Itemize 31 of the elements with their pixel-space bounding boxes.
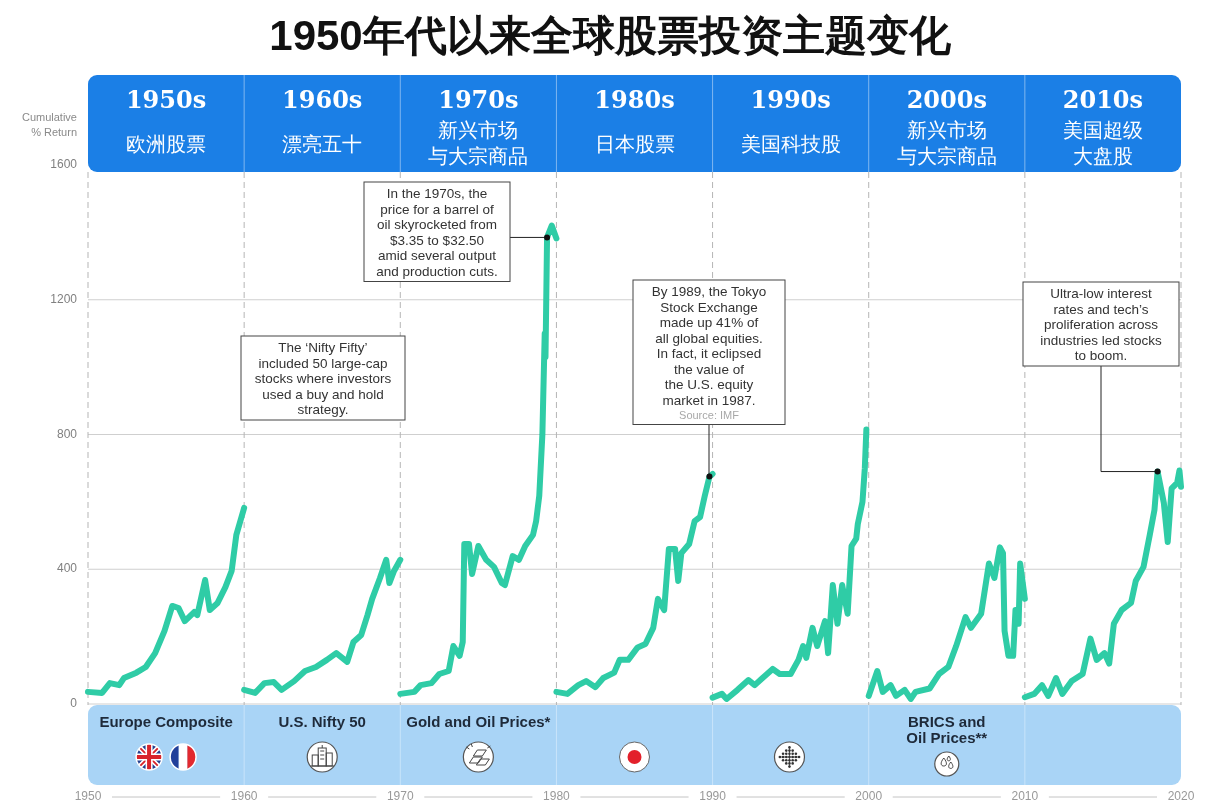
x-tick-label: 2010	[1011, 789, 1039, 803]
annotation: 2000s 新兴市场与大宗商品	[896, 85, 997, 167]
annotation: The ‘Nifty Fifty’ included 50 large-cap stocks where investors used a buy and hold strategy.	[254, 340, 392, 417]
annotation: 1970s 新兴市场与大宗商品	[428, 85, 529, 167]
y-tick-label: 800	[56, 426, 78, 441]
y-tick-label: 1600	[50, 157, 78, 172]
series-label: U.S. Nifty 50	[278, 713, 366, 730]
x-tick-label: 1970	[386, 789, 414, 803]
x-tick-label: 1950	[74, 789, 102, 803]
series-label: Gold and Oil Prices*	[406, 713, 551, 730]
annotation: Ultra-low interest rates and tech’s proliferation across industries led stocks to boom.	[1040, 286, 1163, 363]
y-tick-label: 400	[56, 561, 78, 576]
annotation: By 1989, the Tokyo Stock Exchange made up 41% of all global equities. In fact, it eclipsed the value of the U.S. equity market in 1987.	[651, 284, 767, 408]
annotation: Source: IMF	[679, 408, 740, 421]
series-label: BRICS and Oil Prices**	[906, 713, 988, 746]
annotation: In the 1970s, the price for a barrel of oil skyrocketed from $3.35 to $32.50 amid several output and production cuts.	[376, 186, 498, 279]
text: 1990s 美国科技股	[740, 85, 841, 155]
text: 1950s 欧洲股票	[125, 85, 207, 155]
x-tick-label: 2000	[855, 789, 883, 803]
y-tick-label: 1200	[50, 291, 78, 306]
y-tick-label: 0	[70, 696, 78, 711]
annotation: 2010s 美国超级大盘股	[1062, 85, 1144, 167]
x-tick-label: 1960	[230, 789, 258, 803]
text: 1960s 漂亮五十	[282, 85, 363, 155]
y-axis-title: Cumulative % Return	[21, 111, 77, 138]
chart-title: 1950年代以来全球股票投资主题变化	[269, 12, 952, 59]
x-tick-label: 1980	[543, 789, 571, 803]
series-label: Europe Composite	[99, 713, 233, 730]
x-tick-label: 2020	[1167, 789, 1195, 803]
x-tick-label: 1990	[699, 789, 727, 803]
text: 1980s 日本股票	[594, 85, 675, 155]
